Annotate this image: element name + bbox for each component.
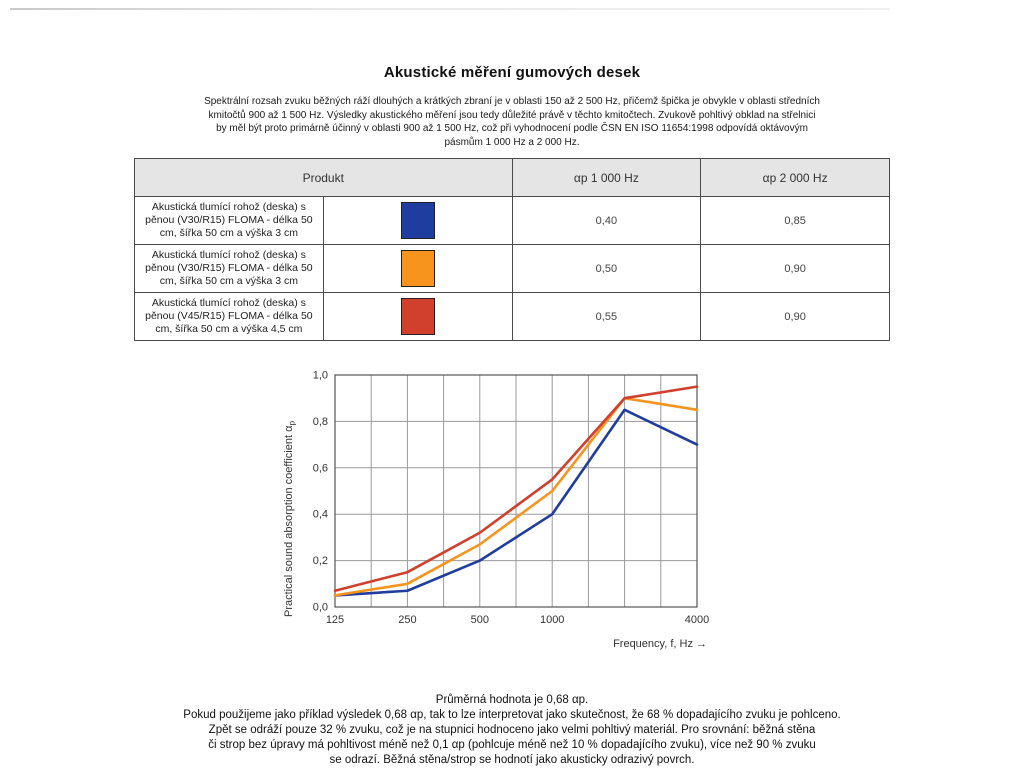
absorption-chart: 0,0 0,2 0,4 0,6 0,8 1,0 125 250 500 1000 4000 Pract…: [277, 365, 727, 665]
swatch-cell: [322, 244, 513, 293]
color-swatch: [400, 250, 435, 287]
ap1000-value: 0,40: [511, 196, 702, 245]
product-table: Produkt αp 1 000 Hz αp 2 000 Hz Akustick…: [134, 158, 890, 341]
intro-paragraph: Spektrální rozsah zvuku běžných ráží dlo…: [192, 95, 832, 149]
intro-line: by měl být proto primárně účinný v oblas…: [216, 123, 808, 134]
svg-text:125: 125: [326, 614, 344, 626]
chart-line-red: [333, 385, 699, 593]
svg-text:500: 500: [471, 614, 489, 626]
page-title: Akustické měření gumových desek: [383, 64, 641, 81]
ap2000-value: 0,85: [700, 196, 890, 245]
footer-average-line: Průměrná hodnota je 0,68 αp.: [435, 694, 589, 706]
swatch-cell: [322, 196, 513, 245]
chart-svg: 0,0 0,2 0,4 0,6 0,8 1,0 125 250 500 1000 4000 Pract…: [283, 370, 709, 651]
intro-line: kmitočtů 900 až 1 500 Hz. Výsledky akust…: [208, 109, 816, 121]
page-edge-artifact: [10, 8, 890, 10]
svg-text:0,6: 0,6: [313, 462, 328, 474]
table-row: Akustická tlumící rohož (deska) s pěnou …: [134, 244, 890, 293]
swatch-cell: [322, 292, 513, 341]
svg-text:0,8: 0,8: [313, 416, 328, 428]
ap1000-value: 0,55: [511, 292, 702, 341]
table-header-product: Produkt: [134, 158, 513, 197]
table-header-ap1000: αp 1 000 Hz: [511, 158, 702, 197]
svg-text:0,0: 0,0: [313, 602, 328, 614]
svg-text:4000: 4000: [685, 614, 709, 626]
ap2000-value: 0,90: [700, 244, 890, 293]
footer-line: se odrazí. Běžná stěna/strop se hodnotí …: [329, 754, 695, 766]
table-header-row: Produkt αp 1 000 Hz αp 2 000 Hz: [134, 158, 890, 197]
x-axis-label: Frequency, f, Hz →: [613, 638, 707, 650]
product-name-cell: Akustická tlumící rohož (deska) s pěnou …: [134, 244, 324, 293]
footer-line: či strop bez úpravy má pohltivost méně n…: [208, 739, 816, 751]
chart-line-orange: [333, 396, 699, 597]
product-name-cell: Akustická tlumící rohož (deska) s pěnou …: [134, 196, 324, 245]
table-row: Akustická tlumící rohož (deska) s pěnou …: [134, 292, 890, 341]
table-row: Akustická tlumící rohož (deska) s pěnou …: [134, 196, 890, 245]
svg-text:1,0: 1,0: [313, 370, 328, 382]
chart-line-blue: [333, 408, 699, 597]
svg-text:250: 250: [398, 614, 416, 626]
color-swatch: [400, 298, 435, 335]
ap2000-value: 0,90: [700, 292, 890, 341]
intro-line: pásmům 1 000 Hz a 2 000 Hz.: [444, 136, 580, 148]
footer-line: Zpět se odráží pouze 32 % zvuku, což je …: [208, 724, 816, 736]
color-swatch: [400, 202, 435, 239]
intro-line: Spektrální rozsah zvuku běžných ráží dlo…: [204, 96, 820, 107]
y-axis-label: Practical sound absorption coefficient α…: [283, 421, 297, 617]
svg-text:0,4: 0,4: [313, 509, 328, 521]
product-name-cell: Akustická tlumící rohož (deska) s pěnou …: [134, 292, 324, 341]
svg-text:1000: 1000: [540, 614, 564, 626]
footer-line: Pokud použijeme jako příklad výsledek 0,…: [183, 709, 841, 721]
table-header-ap2000: αp 2 000 Hz: [700, 158, 890, 197]
svg-text:0,2: 0,2: [313, 555, 328, 567]
ap1000-value: 0,50: [511, 244, 702, 293]
footer-paragraph: Průměrná hodnota je 0,68 αp. Pokud použi…: [122, 693, 902, 768]
